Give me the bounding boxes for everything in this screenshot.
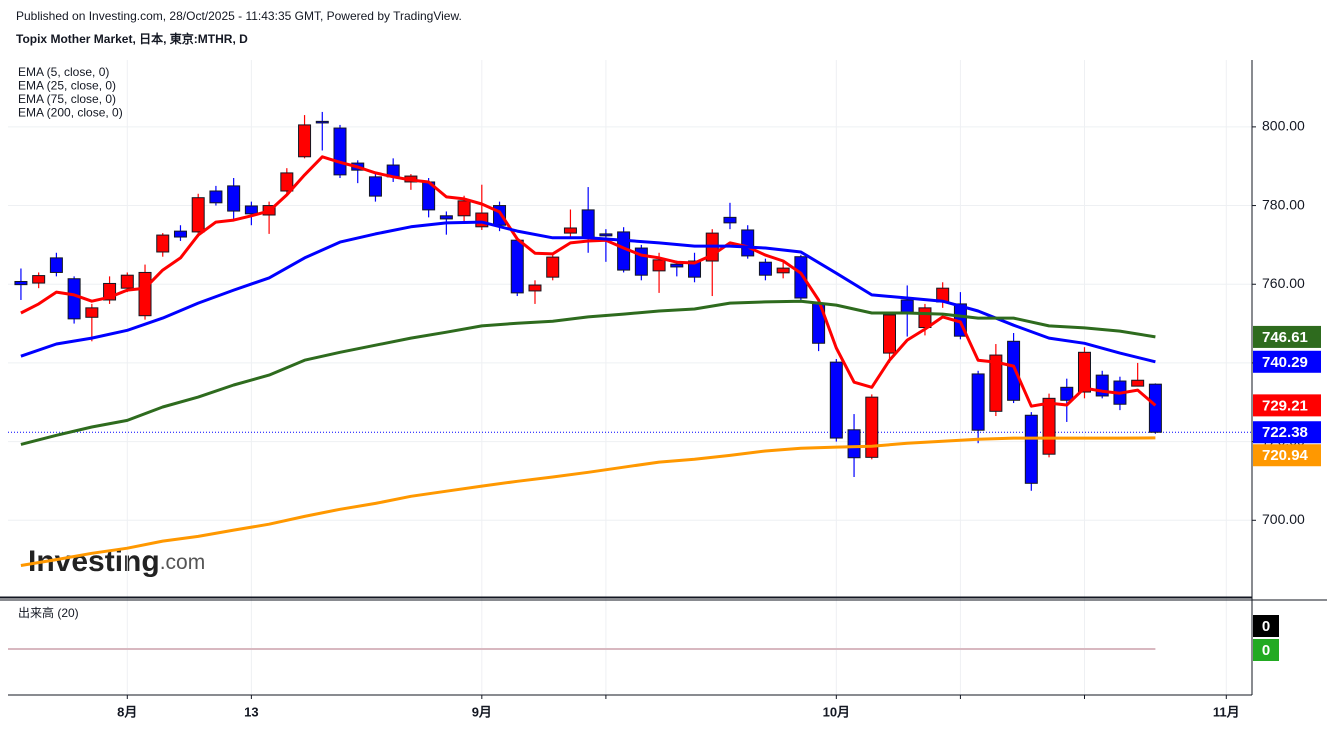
legend-entry: EMA (25, close, 0) [18, 79, 116, 93]
candle-body [244, 205, 258, 215]
candle-body [829, 361, 843, 439]
candle-body [120, 274, 134, 289]
candle-body [776, 267, 790, 274]
candle-body [138, 271, 152, 317]
candle-body [280, 172, 294, 192]
candle-body [14, 280, 28, 286]
price-label-box [1253, 444, 1321, 467]
ema-line [20, 220, 1156, 364]
candle-body [191, 197, 205, 233]
candle-body [652, 259, 666, 272]
candle-body [1024, 414, 1038, 484]
ema-line [20, 155, 1157, 408]
price-label-box [1253, 421, 1321, 444]
volume-label-box [1253, 615, 1279, 637]
legend-entry: EMA (5, close, 0) [18, 65, 109, 79]
candle-body [457, 200, 471, 217]
candle-body [758, 261, 772, 276]
candle-body [581, 209, 595, 239]
candle-body [971, 373, 985, 431]
ema-line [20, 436, 1156, 567]
candle-body [333, 127, 347, 176]
x-tick-label: 8月 [117, 704, 137, 719]
candle-body [847, 429, 861, 459]
candle-body [368, 176, 382, 197]
candle-body [741, 229, 755, 257]
volume-label: 0 [1262, 618, 1270, 635]
x-tick-label: 13 [244, 704, 258, 719]
candle-body [209, 190, 223, 204]
candle-body [865, 396, 879, 458]
y-tick-label: 800.00 [1262, 118, 1305, 134]
x-tick-label: 11月 [1213, 704, 1240, 719]
volume-label: 0 [1262, 642, 1270, 659]
candle-body [528, 284, 542, 292]
candle-body [670, 263, 684, 268]
ema-line [20, 299, 1156, 446]
price-label-box [1253, 350, 1321, 373]
candle-body [32, 275, 46, 284]
candle-body [794, 256, 808, 299]
chart-title: Topix Mother Market, 日本, 東京:MTHR, D [16, 31, 248, 46]
published-note: Published on Investing.com, 28/Oct/2025 … [16, 9, 462, 23]
price-label: 746.61 [1262, 329, 1308, 346]
candle-body [298, 124, 312, 158]
candle-body [439, 215, 453, 220]
volume-title: 出来高 (20) [18, 605, 79, 620]
candle-body [173, 230, 187, 238]
y-tick-label: 760.00 [1262, 275, 1305, 291]
y-tick-label: 700.00 [1262, 511, 1305, 527]
price-label: 722.38 [1262, 424, 1308, 441]
candle-body [723, 216, 737, 224]
candle-body [67, 278, 81, 320]
price-label-box [1253, 325, 1321, 348]
price-label: 740.29 [1262, 354, 1308, 371]
candle-body [1007, 340, 1021, 401]
candle-body [510, 239, 524, 294]
candle-body [688, 260, 702, 278]
x-tick-label: 10月 [823, 704, 850, 719]
candle-body [1060, 386, 1074, 401]
candle-body [1077, 351, 1091, 393]
candle-body [85, 307, 99, 318]
price-label-box [1253, 394, 1321, 417]
price-label: 720.94 [1262, 447, 1309, 464]
volume-label-box [1253, 639, 1279, 661]
legend-entry: EMA (200, close, 0) [18, 106, 123, 120]
candle-body [546, 256, 560, 278]
candle-body [989, 354, 1003, 412]
price-label: 729.21 [1262, 397, 1308, 414]
candle-body [1148, 383, 1162, 433]
watermark-suffix: .com [160, 551, 206, 574]
candle-body [563, 227, 577, 234]
candle-body [227, 185, 241, 212]
x-tick-label: 9月 [472, 704, 492, 719]
candle-body [475, 212, 489, 228]
candle-body [883, 314, 897, 354]
candle-body [315, 120, 329, 124]
candle-body [49, 257, 63, 273]
candle-body [156, 234, 170, 253]
candle-body [1042, 397, 1056, 455]
y-tick-label: 780.00 [1262, 196, 1305, 212]
candle-body [900, 299, 914, 313]
candle-body [1131, 379, 1145, 387]
legend-entry: EMA (75, close, 0) [18, 92, 116, 106]
candle-body [599, 233, 613, 237]
